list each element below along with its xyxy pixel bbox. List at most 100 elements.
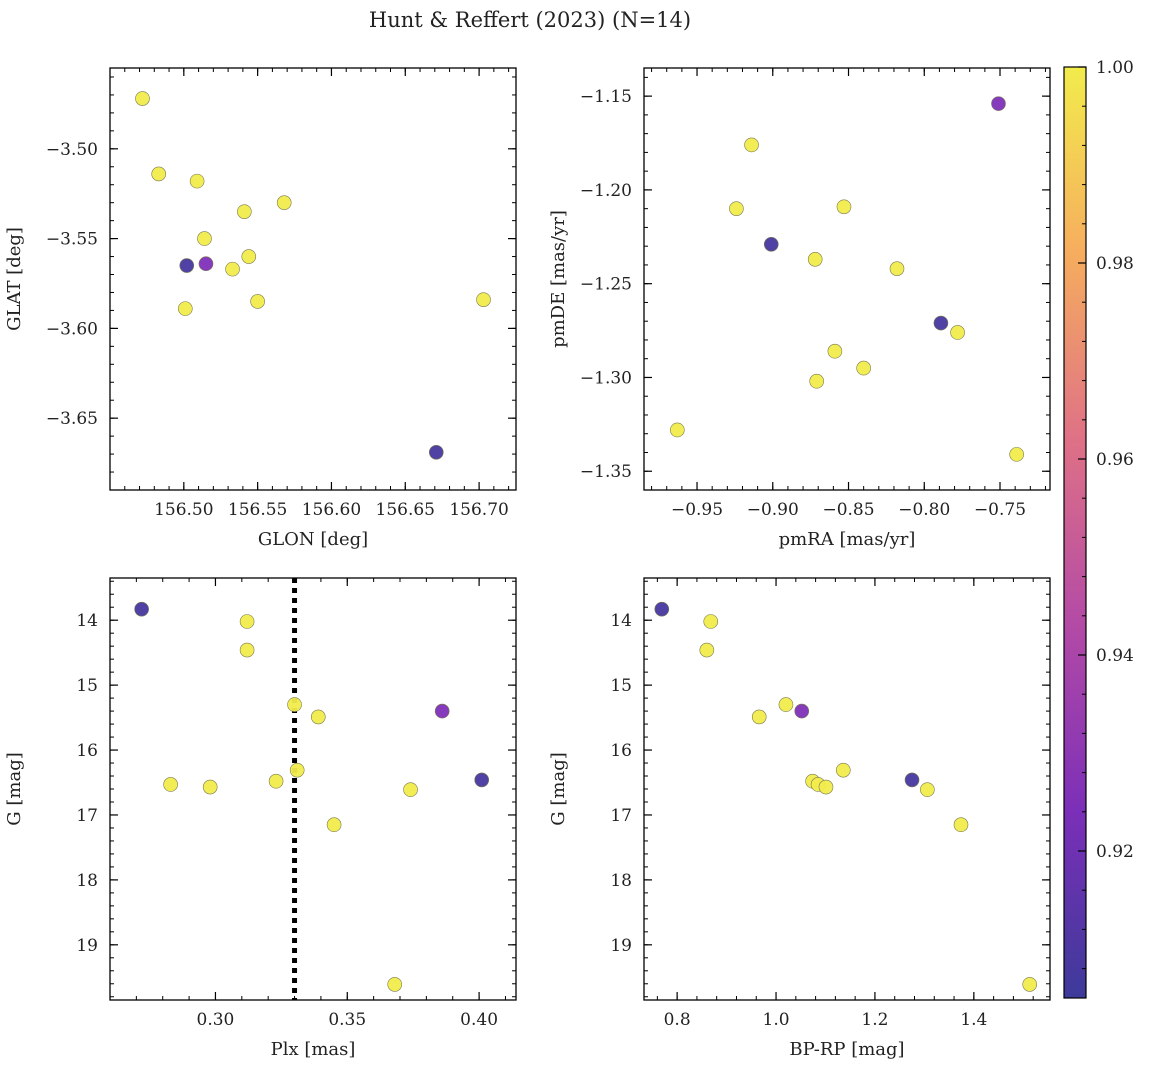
data-point: [326, 817, 342, 833]
data-point: [151, 166, 167, 182]
x-tick-label: −0.95: [671, 500, 723, 520]
data-point: [953, 817, 969, 833]
data-point: [889, 261, 905, 276]
y-tick-label: 19: [76, 936, 98, 956]
axes-frame: [643, 577, 1051, 1001]
y-tick-label: 14: [610, 611, 632, 631]
data-point: [807, 252, 823, 267]
y-tick-label: 16: [76, 741, 98, 761]
data-point: [703, 614, 719, 629]
x-tick-label: 156.55: [228, 500, 287, 520]
x-axis-label: BP-RP [mag]: [789, 1039, 904, 1060]
data-point: [225, 261, 240, 277]
y-tick-label: 18: [76, 871, 98, 891]
data-point: [933, 315, 949, 331]
data-point: [1009, 447, 1024, 462]
x-tick-label: 1.0: [763, 1010, 790, 1030]
data-point: [1022, 977, 1038, 992]
data-point: [387, 977, 403, 992]
data-point: [135, 91, 150, 106]
data-point: [809, 373, 825, 389]
data-point: [198, 256, 214, 272]
data-point: [654, 601, 670, 617]
data-point: [237, 204, 252, 219]
x-tick-label: 156.60: [302, 500, 361, 520]
y-tick-label: −1.30: [580, 368, 632, 388]
panels: 156.50 156.55 156.60 156.65 156.70 −3.50 −3.55…: [4, 67, 1051, 1060]
x-tick-label: 1.4: [960, 1010, 987, 1030]
data-point: [670, 422, 685, 438]
y-tick-label: 15: [76, 676, 98, 696]
x-axis-label: Plx [mas]: [271, 1039, 356, 1060]
data-point: [763, 237, 779, 252]
y-tick-label: 19: [610, 936, 632, 956]
y-tick-label: −3.50: [46, 140, 98, 160]
y-tick-label: −3.55: [46, 230, 98, 250]
y-tick-label: 17: [610, 806, 632, 826]
data-point: [835, 762, 851, 778]
y-axis-label: GLAT [deg]: [4, 227, 25, 331]
x-axis-label: GLON [deg]: [258, 529, 368, 550]
data-point: [474, 772, 490, 788]
data-point: [310, 709, 326, 725]
colorbar-tick-label: 1.00: [1096, 58, 1134, 78]
colorbar-gradient: [1063, 66, 1087, 999]
data-point: [428, 444, 444, 460]
colorbar-tick-label: 0.92: [1096, 842, 1134, 862]
colorbar-tick-label: 0.96: [1096, 450, 1134, 470]
data-point: [729, 201, 744, 216]
data-point: [920, 782, 935, 797]
axes-frame: [643, 67, 1051, 491]
data-point: [403, 782, 418, 797]
colorbar-tick-label: 0.98: [1096, 254, 1134, 274]
data-point: [950, 325, 965, 340]
data-point: [287, 697, 302, 712]
data-point: [289, 762, 305, 778]
y-tick-label: −1.20: [580, 181, 632, 201]
y-tick-label: 14: [76, 611, 98, 631]
data-point: [250, 294, 265, 309]
panel-color-magnitude: 0.8 1.0 1.2 1.4 14 15 16 17 18 19 BP-RP [mag] G [ma…: [548, 577, 1051, 1060]
panel-sky-position: 156.50 156.55 156.60 156.65 156.70 −3.50 −3.55…: [4, 67, 517, 550]
y-tick-label: 18: [610, 871, 632, 891]
panel-parallax-magnitude: 0.30 0.35 0.40 14 15 16 17 18 19 Plx [mas] G [mag]: [4, 577, 517, 1060]
y-tick-label: −1.35: [580, 462, 632, 482]
axes-frame: [109, 67, 517, 491]
data-point: [744, 137, 759, 153]
data-point: [778, 697, 794, 712]
data-point: [189, 173, 205, 189]
data-point: [163, 777, 178, 792]
data-point: [476, 292, 491, 307]
data-point: [794, 703, 810, 719]
x-tick-label: 0.30: [197, 1010, 235, 1030]
y-tick-label: 16: [610, 741, 632, 761]
x-axis-label: pmRA [mas/yr]: [779, 529, 916, 550]
data-point: [904, 772, 920, 788]
data-point: [699, 642, 715, 658]
x-tick-label: 0.40: [460, 1010, 498, 1030]
y-axis-label: pmDE [mas/yr]: [548, 210, 569, 348]
data-point: [827, 343, 843, 359]
panel-proper-motion: −0.95 −0.90 −0.85 −0.80 −0.75 −1.15 −1.20 −1.25…: [548, 67, 1051, 550]
x-tick-label: 156.65: [376, 500, 435, 520]
y-tick-label: 15: [610, 676, 632, 696]
x-tick-label: −0.75: [974, 500, 1026, 520]
y-tick-label: −1.25: [580, 275, 632, 295]
y-tick-label: 17: [76, 806, 98, 826]
data-point: [751, 709, 767, 725]
figure-title: Hunt & Reffert (2023) (N=14): [369, 8, 691, 32]
data-point: [179, 258, 195, 273]
x-tick-label: 156.50: [154, 500, 213, 520]
data-point: [134, 601, 149, 617]
x-tick-label: 156.70: [449, 500, 508, 520]
data-point: [239, 614, 255, 629]
data-point: [177, 301, 193, 316]
data-point: [241, 249, 257, 264]
x-tick-label: 1.2: [861, 1010, 888, 1030]
data-point: [991, 96, 1006, 111]
colorbar-tick-label: 0.94: [1096, 646, 1134, 666]
x-tick-label: −0.80: [898, 500, 950, 520]
data-point: [268, 773, 284, 789]
y-tick-label: −3.60: [46, 319, 98, 339]
